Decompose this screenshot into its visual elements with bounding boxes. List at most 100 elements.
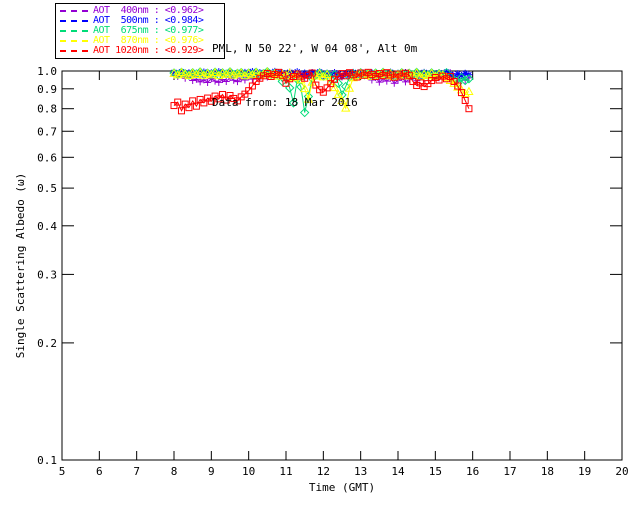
legend-label: AOT 1020nm : <0.929> [93,45,204,56]
marker-triangle [195,67,205,76]
marker-triangle [344,83,355,92]
marker-asterisk [342,70,350,78]
marker-diamond [460,75,470,86]
x-tick-label: 15 [429,465,442,478]
marker-asterisk [349,68,357,76]
marker-square [353,73,361,81]
marker-triangle [176,67,187,76]
marker-square [431,74,439,82]
marker-triangle [281,70,291,79]
marker-diamond [225,67,235,77]
marker-triangle [337,95,347,105]
marker-triangle [214,70,224,80]
marker-square [185,104,193,112]
x-tick-label: 13 [354,465,367,478]
marker-triangle [244,68,254,77]
marker-triangle [221,69,231,78]
marker-triangle [210,67,220,76]
marker-square [457,89,465,97]
marker-square [233,97,241,105]
marker-asterisk [446,70,454,78]
marker-square [248,82,256,90]
marker-triangle [180,69,190,78]
marker-asterisk [435,69,443,77]
marker-square [271,70,279,78]
marker-diamond [299,107,310,118]
marker-asterisk [301,69,309,77]
marker-triangle [453,82,463,91]
marker-diamond [426,68,437,78]
marker-triangle [199,70,209,79]
marker-square [312,81,320,89]
legend-item: AOT 500nm : <0.984> [60,16,224,26]
marker-square [401,69,409,77]
x-tick-label: 9 [208,465,215,478]
marker-asterisk [420,68,428,76]
data-date-text: Data from: 18 Mar 2016 [212,96,358,109]
marker-triangle [188,68,198,77]
x-tick-label: 16 [466,465,479,478]
marker-triangle [202,68,213,78]
legend-item: AOT 400nm : <0.962> [60,6,224,16]
marker-triangle [314,68,325,78]
marker-square [267,72,275,80]
marker-square [416,79,424,87]
x-axis-title: Time (GMT) [309,481,375,494]
legend-label: AOT 675nm : <0.977> [93,25,204,36]
marker-triangle [400,71,411,80]
marker-asterisk [431,71,439,79]
marker-square [461,96,469,104]
x-tick-label: 12 [317,465,330,478]
marker-asterisk [316,68,324,76]
marker-triangle [184,70,194,80]
marker-triangle [258,69,269,78]
legend-item: AOT 870nm : <0.976> [60,36,224,46]
marker-square [443,75,451,83]
marker-diamond [337,90,347,100]
y-tick-label: 0.6 [37,151,57,164]
marker-square [368,70,376,78]
marker-square [446,72,454,80]
y-tick-label: 1.0 [37,65,57,78]
legend: AOT 400nm : <0.962> AOT 500nm : <0.984> AO… [55,3,225,59]
marker-triangle [329,82,340,92]
legend-item: AOT 675nm : <0.977> [60,26,224,36]
marker-diamond [251,67,261,77]
marker-triangle [322,69,332,79]
marker-triangle [438,70,448,79]
site-location-text: PML, N 50 22', W 04 08', Alt 0m [212,42,418,55]
marker-square [207,97,215,105]
marker-asterisk [177,68,185,76]
marker-square [454,82,462,90]
marker-square [316,86,324,94]
legend-label: AOT 870nm : <0.976> [93,35,204,46]
marker-square [293,70,301,78]
marker-square [177,107,185,115]
marker-asterisk [457,72,465,80]
y-tick-label: 0.1 [37,454,57,467]
marker-triangle [303,94,314,103]
legend-item: AOT 1020nm : <0.929> [60,46,224,56]
marker-square [319,88,327,96]
marker-asterisk [286,68,294,76]
marker-diamond [456,72,467,83]
marker-triangle [247,69,258,79]
marker-asterisk [327,72,335,80]
marker-square [215,95,223,103]
marker-square [278,71,286,79]
y-tick-label: 0.2 [37,337,57,350]
legend-dash-swatch [60,10,88,12]
marker-triangle [236,68,246,77]
x-tick-label: 10 [242,465,255,478]
legend-dash-swatch [60,40,88,42]
x-tick-label: 7 [133,465,140,478]
marker-square [387,71,395,79]
marker-square [405,71,413,79]
x-tick-label: 8 [171,465,178,478]
marker-triangle [191,69,202,79]
marker-triangle [251,67,261,76]
marker-square [260,72,268,80]
marker-triangle [419,69,429,78]
marker-asterisk [383,70,391,78]
marker-triangle [262,67,272,76]
